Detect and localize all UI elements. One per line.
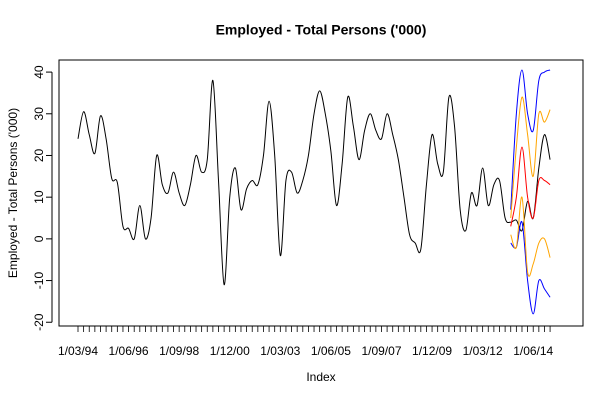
series-line (510, 96, 551, 219)
series-line (510, 196, 551, 277)
x-tick-label: 1/06/14 (513, 344, 553, 358)
y-tick-label: -20 (32, 313, 46, 331)
x-tick-label: 1/03/12 (463, 344, 503, 358)
x-tick-label: 1/03/03 (260, 344, 300, 358)
x-tick-label: 1/12/09 (412, 344, 452, 358)
y-tick-label: 30 (32, 107, 46, 121)
x-tick-label: 1/09/98 (159, 344, 199, 358)
x-tick-label: 1/12/00 (210, 344, 250, 358)
series-line (510, 221, 551, 315)
series-line (510, 69, 551, 210)
x-tick-label: 1/06/96 (109, 344, 149, 358)
series-line (510, 146, 551, 227)
x-tick-label: 1/06/05 (311, 344, 351, 358)
y-axis-label: Employed - Total Persons ('000) (6, 108, 20, 278)
y-tick-label: -10 (32, 272, 46, 290)
chart-title: Employed - Total Persons ('000) (216, 22, 427, 38)
y-tick-label: 20 (32, 148, 46, 162)
series-line (77, 79, 551, 286)
plot-frame (58, 59, 584, 327)
x-axis-label: Index (306, 370, 335, 384)
x-tick-label: 1/09/07 (361, 344, 401, 358)
y-tick-label: 0 (32, 235, 46, 242)
y-tick-label: 40 (32, 65, 46, 79)
x-tick-label: 1/03/94 (58, 344, 98, 358)
y-tick-label: 10 (32, 190, 46, 204)
